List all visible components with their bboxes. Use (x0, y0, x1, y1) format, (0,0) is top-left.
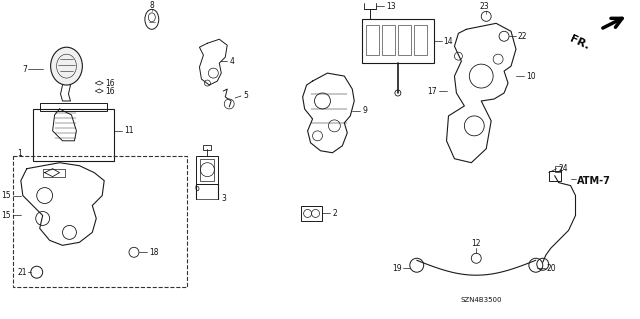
Text: 15: 15 (1, 211, 11, 220)
Text: ATM-7: ATM-7 (577, 176, 611, 186)
Text: FR.: FR. (568, 33, 591, 51)
Bar (43, 169, 65, 177)
Text: 22: 22 (518, 32, 527, 41)
Text: 3: 3 (221, 194, 226, 203)
Text: 12: 12 (472, 239, 481, 248)
Text: 14: 14 (444, 37, 453, 46)
Text: 16: 16 (105, 86, 115, 95)
Bar (40, 103, 107, 111)
Bar (555, 166, 561, 172)
Text: 1: 1 (17, 149, 22, 158)
Text: 19: 19 (392, 264, 402, 273)
Text: 15: 15 (1, 191, 11, 200)
Bar (196, 156, 218, 184)
Bar (414, 25, 427, 55)
Bar (366, 25, 379, 55)
Text: 2: 2 (332, 209, 337, 218)
Text: SZN4B3500: SZN4B3500 (461, 297, 502, 303)
Text: 24: 24 (559, 164, 568, 173)
Bar (200, 159, 214, 181)
Text: 16: 16 (105, 78, 115, 87)
Text: 17: 17 (427, 86, 436, 95)
Bar (382, 25, 395, 55)
Text: 4: 4 (229, 57, 234, 66)
Text: 9: 9 (362, 107, 367, 115)
Bar (362, 19, 434, 63)
Bar (398, 25, 411, 55)
Text: 11: 11 (124, 126, 134, 135)
Bar (301, 205, 323, 221)
Text: 18: 18 (149, 248, 158, 257)
Bar (548, 171, 561, 181)
Text: 20: 20 (547, 264, 556, 273)
Ellipse shape (51, 47, 83, 85)
Text: 5: 5 (243, 92, 248, 100)
Text: 10: 10 (526, 71, 536, 81)
Bar (33, 109, 114, 161)
Text: 13: 13 (386, 2, 396, 11)
Text: 7: 7 (22, 65, 27, 74)
Bar (204, 145, 211, 150)
Text: 21: 21 (17, 268, 27, 277)
Text: 6: 6 (194, 184, 199, 193)
Text: 23: 23 (479, 2, 489, 11)
Text: 8: 8 (150, 1, 154, 10)
Bar (13, 156, 186, 287)
